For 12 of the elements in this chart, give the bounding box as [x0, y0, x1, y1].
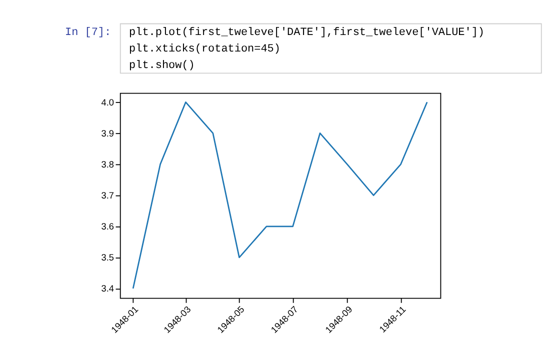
- y-tick-label: 3.5: [101, 252, 114, 263]
- y-tick-label: 3.8: [101, 159, 114, 170]
- y-tick-label: 3.6: [101, 222, 114, 232]
- text: plt.plot(first_tweleve['DATE'],first_tweleve['VALUE']): [129, 27, 485, 40]
- text: plt.show(): [129, 60, 195, 72]
- y-tick-label: 3.9: [101, 128, 114, 138]
- y-tick-label: 3.4: [101, 284, 114, 294]
- y-tick-label: 3.7: [101, 190, 114, 201]
- line-series: [132, 101, 428, 290]
- y-tick-label: 4.0: [101, 97, 114, 108]
- text: In [7]:: [64, 27, 112, 40]
- text: plt.xticks(rotation=45): [129, 44, 280, 56]
